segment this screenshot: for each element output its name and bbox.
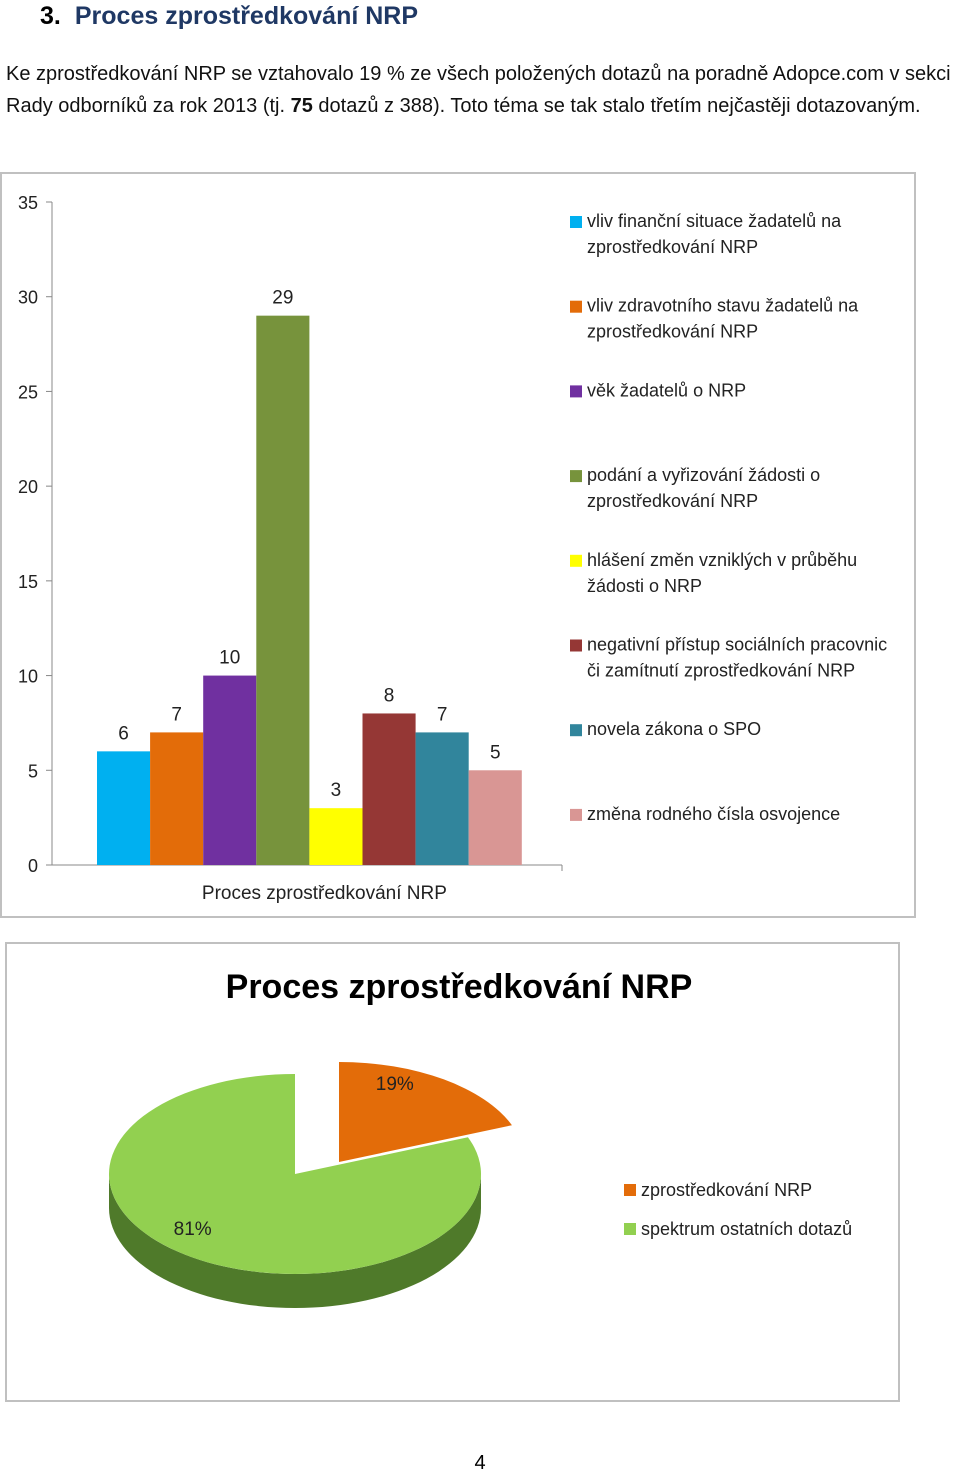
section-title: Proces zprostředkování NRP [74, 2, 419, 30]
x-axis-label: Proces zprostředkování NRP [202, 883, 447, 904]
legend-label: věk žadatelů o NRP [587, 380, 746, 400]
legend-label: negativní přístup sociálních pracovnic či… [587, 635, 887, 681]
y-tick-label: 20 [18, 477, 38, 497]
pie-title: Proces zprostředkování NRP [226, 968, 693, 1006]
section-number: 3. [40, 2, 61, 30]
legend-swatch [570, 639, 582, 652]
legend-item: podání a vyřizování žádosti o zprostředko… [570, 465, 820, 511]
legend-swatch [570, 808, 582, 821]
legend-swatch [570, 470, 582, 483]
paragraph-bold-count: 75 [290, 95, 313, 117]
bar-value-label: 3 [331, 780, 342, 801]
pie-legend-label: spektrum ostatních dotazů [641, 1219, 852, 1239]
bar-value-label: 7 [437, 704, 448, 725]
pie-slice-2: 81% [108, 1074, 481, 1308]
pie-slice-label: 19% [376, 1074, 414, 1095]
legend-item: hlášení změn vzniklých v průběhu žádosti … [570, 550, 857, 596]
bar-value-label: 6 [118, 723, 129, 744]
legend-item: změna rodného čísla osvojence [570, 804, 840, 824]
paragraph-text-1: Ke zprostředkování NRP se vztahovalo 19 … [6, 63, 951, 117]
legend-item: novela zákona o SPO [570, 719, 761, 739]
y-tick-label: 15 [18, 572, 38, 592]
pie-legend-item: zprostředkování NRP [624, 1180, 812, 1200]
legend-label: hlášení změn vzniklých v průběhu žádosti … [587, 550, 857, 596]
bar-1 [97, 751, 151, 865]
y-tick-label: 10 [18, 667, 38, 687]
y-tick-label: 30 [18, 288, 38, 308]
legend-swatch [570, 554, 582, 567]
legend-swatch [570, 385, 582, 398]
y-tick-label: 25 [18, 382, 38, 402]
legend-label: podání a vyřizování žádosti o zprostředko… [587, 465, 820, 511]
legend-label: vliv zdravotního stavu žadatelů na zprost… [587, 296, 859, 342]
section-heading: 3. Proces zprostředkování NRP [40, 2, 418, 31]
bar-4 [256, 315, 310, 865]
pie-chart-frame: Proces zprostředkování NRP 19% 81% zprostře… [5, 942, 900, 1402]
page-number: 4 [474, 1452, 486, 1474]
legend-swatch [570, 216, 582, 228]
y-tick-label: 35 [18, 193, 38, 213]
pie-slice-top [339, 1062, 512, 1162]
pie-legend-label: zprostředkování NRP [641, 1180, 812, 1200]
legend-swatch [570, 724, 582, 737]
y-tick-label: 5 [28, 761, 38, 781]
y-tick-label: 0 [28, 856, 38, 876]
legend-label: novela zákona o SPO [587, 719, 761, 739]
bar-value-label: 29 [272, 288, 293, 309]
bar-3 [203, 675, 257, 865]
pie-legend-swatch [624, 1223, 636, 1235]
bar-6 [362, 713, 416, 865]
intro-paragraph: Ke zprostředkování NRP se vztahovalo 19 … [6, 58, 956, 122]
paragraph-text-2: dotazů z 388). Toto téma se tak stalo tř… [312, 95, 921, 117]
bar-value-label: 7 [171, 704, 182, 725]
pie-legend-item: spektrum ostatních dotazů [624, 1219, 852, 1239]
bar-value-label: 8 [384, 685, 395, 706]
bar-chart-frame: 0 5 10 15 20 25 30 35 6 7 10 29 3 8 7 5 Proces zprostřed… [0, 172, 916, 918]
legend-item: negativní přístup sociálních pracovnic či… [570, 635, 887, 681]
legend-item: vliv finanční situace žadatelů na zprostř… [570, 211, 842, 257]
bar-7 [415, 732, 469, 865]
legend-item: vliv zdravotního stavu žadatelů na zprost… [570, 296, 859, 342]
pie-chart: Proces zprostředkování NRP 19% 81% zprostře… [108, 968, 852, 1308]
legend-swatch [570, 300, 582, 313]
bar-8 [468, 770, 522, 865]
pie-slice-1: 19% [339, 1062, 512, 1162]
bar-value-label: 5 [490, 742, 501, 763]
pie-legend-swatch [624, 1184, 636, 1196]
bar-chart: 0 5 10 15 20 25 30 35 6 7 10 29 3 8 7 5 Proces zprostřed… [18, 193, 887, 904]
bar-2 [150, 732, 204, 865]
legend-label: vliv finanční situace žadatelů na zprostř… [587, 211, 842, 257]
bar-value-label: 10 [219, 648, 240, 669]
pie-slice-side [109, 1174, 481, 1308]
legend-label: změna rodného čísla osvojence [587, 804, 840, 824]
bar-5 [309, 808, 363, 865]
pie-slice-label: 81% [174, 1219, 212, 1240]
pie-slice-top [108, 1074, 481, 1274]
legend-item: věk žadatelů o NRP [570, 380, 746, 400]
